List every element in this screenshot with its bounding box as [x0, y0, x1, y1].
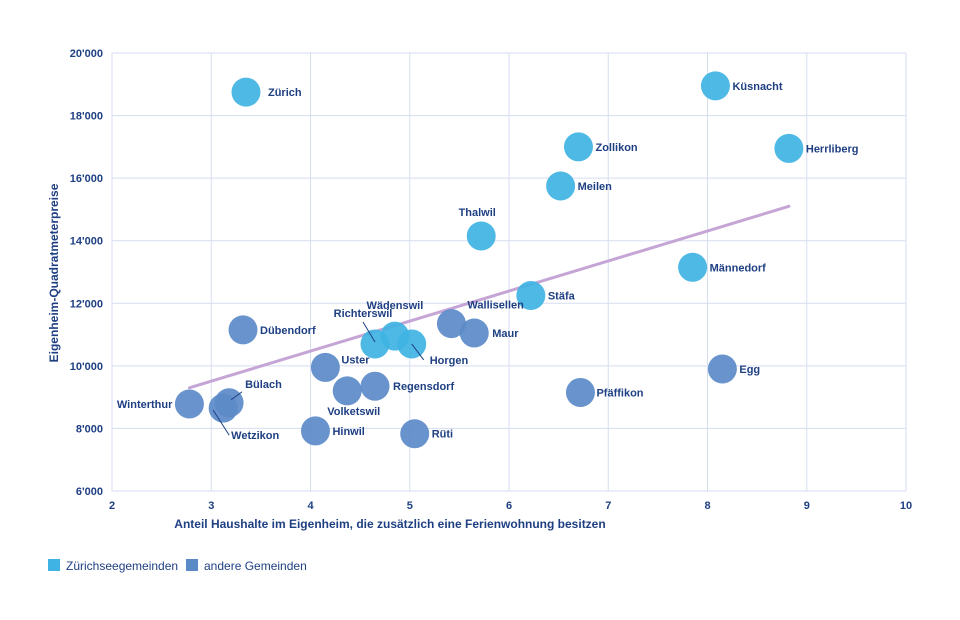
- label-herrliberg: Herrliberg: [806, 143, 859, 155]
- y-axis-ticks: 6'000 8'000 10'000 12'000 14'000 16'000 18'000…: [70, 48, 103, 498]
- x-tick-label: 9: [804, 500, 810, 512]
- label-ruti: Rüti: [432, 429, 453, 441]
- point-meilen: [546, 171, 576, 201]
- x-axis-title: Anteil Haushalte im Eigenheim, die zusät…: [174, 517, 605, 531]
- label-zurich: Zürich: [268, 87, 302, 99]
- point-stafa: [516, 280, 546, 310]
- x-tick-label: 10: [900, 500, 912, 512]
- label-maur: Maur: [492, 328, 519, 340]
- point-kusnacht: [700, 71, 730, 101]
- point-uster: [310, 352, 340, 382]
- point-regensdorf: [360, 371, 390, 401]
- point-mannedorf: [678, 252, 708, 282]
- label-thalwil: Thalwil: [459, 207, 496, 219]
- point-pfaffikon: [565, 377, 595, 407]
- label-pfaffikon: Pfäffikon: [596, 387, 643, 399]
- point-thalwil: [466, 221, 496, 251]
- x-tick-label: 5: [407, 500, 413, 512]
- y-tick-label: 12'000: [70, 298, 103, 310]
- trendline: [187, 204, 791, 390]
- point-zollikon: [563, 132, 593, 162]
- label-zollikon: Zollikon: [595, 142, 637, 154]
- leader-horgen: [411, 343, 425, 361]
- x-tick-label: 6: [506, 500, 512, 512]
- data-points: [174, 71, 804, 449]
- point-labels: Zürich Küsnacht Zollikon Herrliberg Meilen Th…: [117, 81, 859, 442]
- point-hinwil: [300, 416, 330, 446]
- label-wetzikon: Wetzikon: [231, 430, 279, 442]
- y-tick-label: 14'000: [70, 236, 103, 248]
- label-egg: Egg: [739, 364, 760, 376]
- label-bulach: Bülach: [245, 379, 282, 391]
- point-volketswil: [332, 376, 362, 406]
- leader-lines: [212, 321, 425, 436]
- label-kusnacht: Küsnacht: [732, 81, 782, 93]
- legend-swatch-andere: [186, 559, 198, 571]
- x-axis-ticks: 2 3 4 5 6 7 8 9 10: [109, 500, 912, 512]
- label-regensdorf: Regensdorf: [393, 381, 454, 393]
- legend-label-andere: andere Gemeinden: [204, 559, 307, 573]
- x-tick-label: 7: [605, 500, 611, 512]
- label-stafa: Stäfa: [548, 290, 576, 302]
- leader-richterswil: [362, 321, 376, 343]
- label-dubendorf: Dübendorf: [260, 325, 316, 337]
- x-tick-label: 3: [208, 500, 214, 512]
- label-volketswil: Volketswil: [327, 406, 380, 418]
- y-tick-label: 16'000: [70, 173, 103, 185]
- label-winterthur: Winterthur: [117, 399, 173, 411]
- label-wadenswil: Wädenswil: [366, 300, 423, 312]
- point-dubendorf: [228, 315, 258, 345]
- leader-bulach: [230, 391, 243, 401]
- x-tick-label: 8: [704, 500, 710, 512]
- point-wallisellen: [436, 309, 466, 339]
- y-tick-label: 10'000: [70, 361, 103, 373]
- legend-swatch-zurichsee: [48, 559, 60, 571]
- label-horgen: Horgen: [430, 355, 469, 367]
- trendline-line: [187, 204, 791, 390]
- y-tick-label: 6'000: [76, 486, 103, 498]
- point-maur: [459, 318, 489, 348]
- legend: Zürichseegemeinden andere Gemeinden: [48, 559, 307, 573]
- label-hinwil: Hinwil: [332, 426, 364, 438]
- point-ruti: [400, 419, 430, 449]
- label-wallisellen: Wallisellen: [467, 300, 524, 312]
- label-mannedorf: Männedorf: [710, 262, 767, 274]
- label-richterswil: Richterswil: [334, 308, 393, 320]
- y-tick-label: 18'000: [70, 111, 103, 123]
- label-uster: Uster: [341, 354, 370, 366]
- y-tick-label: 8'000: [76, 423, 103, 435]
- leader-wetzikon: [212, 409, 230, 436]
- point-herrliberg: [774, 133, 804, 163]
- point-wetzikon: [208, 393, 238, 423]
- point-winterthur: [174, 389, 204, 419]
- y-axis-title: Eigenheim-Quadratmeterpreise: [47, 183, 61, 362]
- x-tick-label: 2: [109, 500, 115, 512]
- point-egg: [707, 354, 737, 384]
- grid: [111, 52, 907, 492]
- x-tick-label: 4: [307, 500, 314, 512]
- label-meilen: Meilen: [578, 181, 613, 193]
- y-tick-label: 20'000: [70, 48, 103, 60]
- legend-label-zurichsee: Zürichseegemeinden: [66, 559, 178, 573]
- point-zurich: [231, 77, 261, 107]
